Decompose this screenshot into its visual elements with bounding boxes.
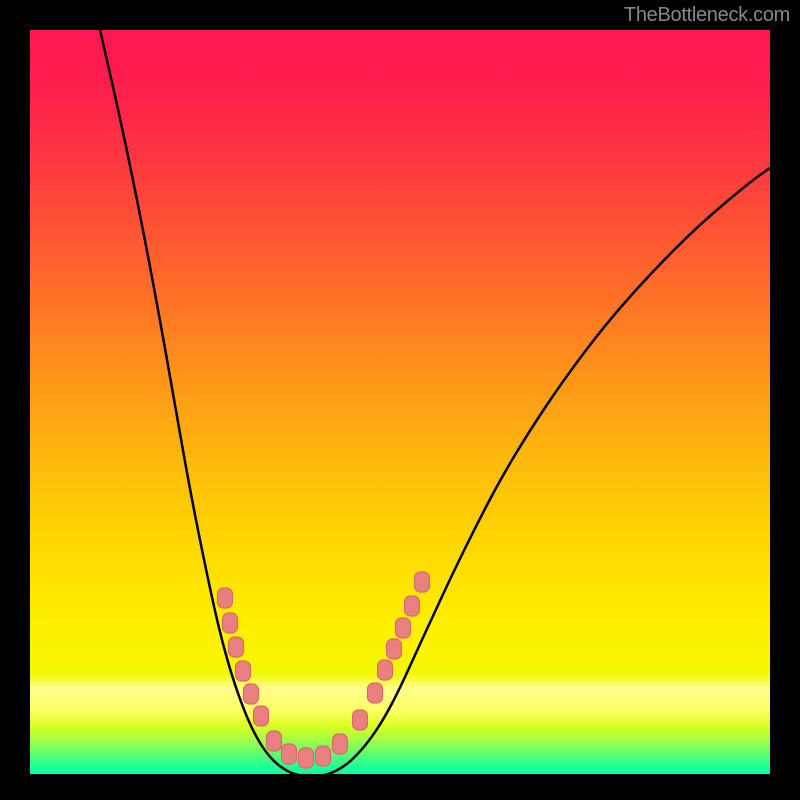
data-marker (368, 683, 383, 703)
data-marker (299, 748, 314, 768)
data-marker (415, 572, 430, 592)
data-marker (282, 744, 297, 764)
data-marker (229, 637, 244, 657)
data-marker (267, 731, 282, 751)
data-marker (316, 746, 331, 766)
data-marker (254, 706, 269, 726)
data-marker (387, 639, 402, 659)
bottleneck-chart (0, 0, 800, 800)
watermark-text: TheBottleneck.com (624, 4, 790, 27)
plot-area (30, 30, 770, 774)
data-marker (333, 734, 348, 754)
data-marker (396, 618, 411, 638)
data-marker (244, 684, 259, 704)
data-marker (378, 660, 393, 680)
data-marker (236, 661, 251, 681)
data-marker (218, 588, 233, 608)
data-marker (223, 613, 238, 633)
data-marker (353, 710, 368, 730)
data-marker (405, 596, 420, 616)
